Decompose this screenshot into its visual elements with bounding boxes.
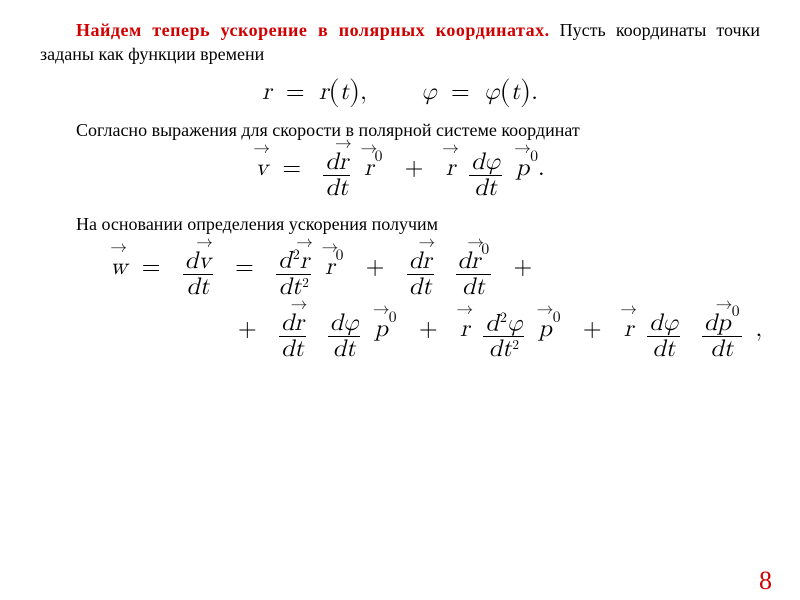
paragraph-1: Найдем теперь ускорение в полярных коорд… bbox=[40, 18, 760, 67]
equation-3-line2: + drdt dφdt p0 + r d2φdt2 p0 + r dφdt dp… bbox=[110, 304, 760, 362]
equation-3: w= dvdt = d2rdt2 r0 + drdt dr0dt + + drd… bbox=[110, 242, 760, 363]
paragraph-2: Согласно выражения для скорости в полярн… bbox=[40, 118, 760, 142]
equation-3-line1: w= dvdt = d2rdt2 r0 + drdt dr0dt + bbox=[110, 242, 760, 300]
page-number: 8 bbox=[759, 566, 772, 596]
paragraph-3: На основании определения ускорения получ… bbox=[40, 212, 760, 236]
equation-2: v= drdt r0 + r dφdt p0. bbox=[40, 148, 760, 202]
paragraph-1-emph: Найдем теперь ускорение в полярных коорд… bbox=[76, 20, 550, 40]
equation-1: r=r(t), φ=φ(t). bbox=[40, 73, 760, 108]
